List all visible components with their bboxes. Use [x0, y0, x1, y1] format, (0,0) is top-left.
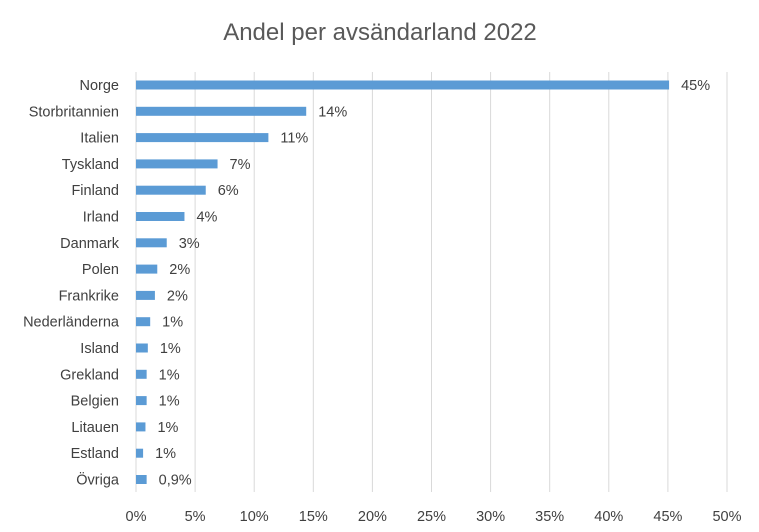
category-label: Estland [71, 446, 119, 462]
category-label: Irland [83, 210, 119, 226]
bar [136, 343, 148, 353]
category-label: Danmark [60, 236, 120, 252]
category-label: Tyskland [62, 157, 119, 173]
data-label: 1% [157, 420, 178, 436]
bar [136, 159, 218, 169]
bar [136, 185, 206, 195]
category-labels: Norge Storbritannien Italien Tyskland Finlan… [23, 78, 120, 489]
category-label: Polen [82, 262, 119, 278]
bars [136, 80, 670, 484]
data-label: 3% [179, 236, 200, 252]
bar [136, 212, 185, 221]
bar [136, 317, 151, 327]
data-label: 0,9% [159, 473, 192, 489]
x-tick-label: 25% [417, 509, 446, 525]
category-label: Litauen [71, 420, 119, 436]
data-label: 1% [159, 394, 180, 410]
data-label: 1% [159, 367, 180, 383]
data-label: 4% [196, 210, 217, 226]
x-tick-label: 50% [712, 509, 741, 525]
data-label: 6% [218, 183, 239, 199]
bar [136, 264, 158, 274]
x-tick-label: 0% [126, 509, 147, 525]
x-tick-label: 35% [535, 509, 564, 525]
x-tick-label: 15% [299, 509, 328, 525]
data-labels: 45% 14% 11% 7% 6%4% 3% 2% 2% 1% 1% 1% 1% 1% 1% 0,9% [155, 78, 710, 489]
bar [136, 106, 307, 116]
data-label: 1% [162, 315, 183, 331]
x-tick-label: 5% [185, 509, 206, 525]
bar [136, 290, 155, 300]
data-label: 1% [160, 341, 181, 357]
bar [136, 133, 269, 143]
bar [136, 80, 670, 90]
x-tick-label: 10% [240, 509, 269, 525]
category-label: Nederländerna [23, 315, 120, 331]
data-label: 14% [318, 104, 347, 120]
category-label: Övriga [76, 471, 120, 489]
chart-title: Andel per avsändarland 2022 [223, 19, 537, 46]
x-tick-label: 30% [476, 509, 505, 525]
bar [136, 475, 147, 484]
category-label: Belgien [71, 394, 119, 410]
x-tick-label: 45% [653, 509, 682, 525]
x-axis-tick-labels: 0% 5% 10% 15% 20% 25% 30% 35% 40% 45% 50% [126, 509, 742, 525]
x-tick-label: 20% [358, 509, 387, 525]
x-tick-label: 40% [594, 509, 623, 525]
bar [136, 238, 167, 248]
category-label: Storbritannien [29, 104, 119, 120]
bar [136, 448, 144, 458]
bar [136, 369, 147, 379]
data-label: 2% [169, 262, 190, 278]
category-label: Finland [71, 183, 119, 199]
bar [136, 422, 146, 432]
bar [136, 396, 147, 406]
data-label: 1% [155, 446, 176, 462]
data-label: 7% [230, 157, 251, 173]
category-label: Grekland [60, 367, 119, 383]
category-label: Norge [80, 78, 120, 94]
data-label: 2% [167, 288, 188, 304]
category-label: Italien [80, 131, 119, 147]
category-label: Frankrike [59, 288, 119, 304]
category-label: Island [80, 341, 119, 357]
data-label: 45% [681, 78, 710, 94]
data-label: 11% [280, 131, 308, 147]
